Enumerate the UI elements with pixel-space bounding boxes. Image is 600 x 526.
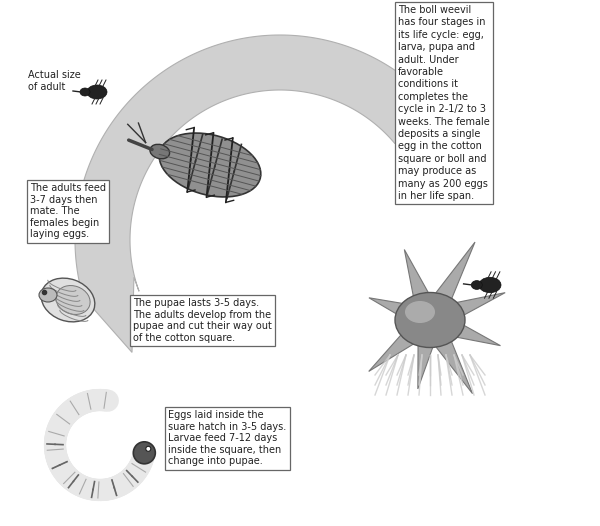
- Ellipse shape: [479, 277, 501, 292]
- Polygon shape: [426, 292, 505, 331]
- Polygon shape: [75, 35, 437, 352]
- Circle shape: [133, 442, 155, 464]
- Circle shape: [146, 447, 151, 451]
- Polygon shape: [159, 133, 261, 197]
- Polygon shape: [426, 309, 500, 346]
- Polygon shape: [404, 249, 441, 324]
- Polygon shape: [419, 242, 475, 326]
- Ellipse shape: [472, 280, 482, 289]
- Polygon shape: [419, 314, 473, 393]
- Polygon shape: [369, 298, 434, 331]
- Text: The boll weevil
has four stages in
its life cycle: egg,
larva, pupa and
adult. U: The boll weevil has four stages in its l…: [398, 5, 490, 201]
- Ellipse shape: [56, 286, 90, 315]
- Polygon shape: [369, 311, 438, 371]
- Text: The adults feed
3-7 days then
mate. The
females begin
laying eggs.: The adults feed 3-7 days then mate. The …: [30, 183, 106, 239]
- Ellipse shape: [395, 292, 465, 348]
- Ellipse shape: [41, 278, 95, 322]
- Ellipse shape: [405, 301, 435, 323]
- Ellipse shape: [39, 288, 57, 302]
- Text: Actual size
of adult: Actual size of adult: [28, 70, 81, 92]
- Ellipse shape: [80, 88, 90, 96]
- Polygon shape: [418, 318, 442, 389]
- Text: The pupae lasts 3-5 days.
The adults develop from the
pupae and cut their way ou: The pupae lasts 3-5 days. The adults dev…: [133, 298, 272, 343]
- Ellipse shape: [150, 144, 170, 159]
- Ellipse shape: [87, 85, 107, 99]
- Text: Eggs laid inside the
suare hatch in 3-5 days.
Larvae feed 7-12 days
inside the s: Eggs laid inside the suare hatch in 3-5 …: [168, 410, 286, 467]
